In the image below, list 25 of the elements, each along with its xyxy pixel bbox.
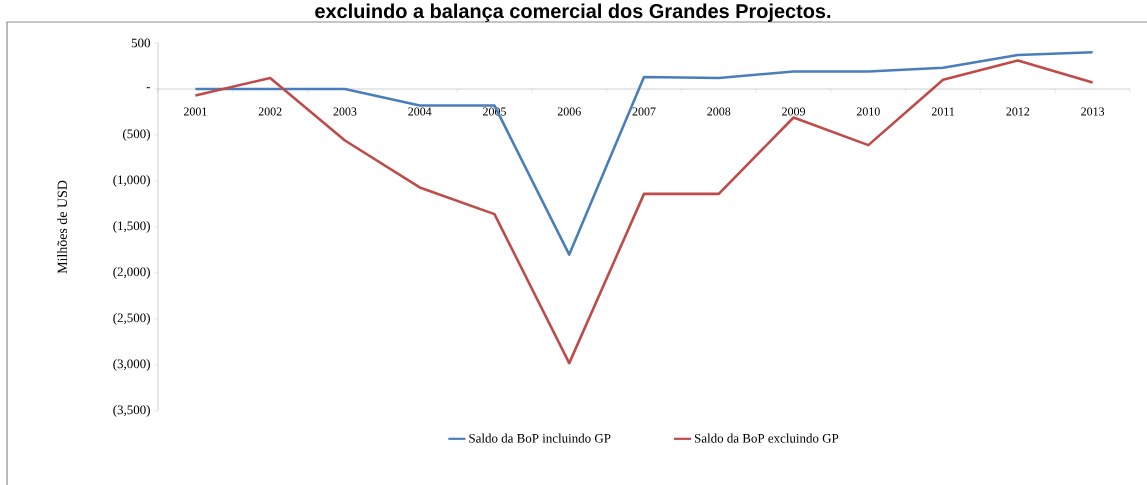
y-tick-label: (1,500) — [113, 221, 150, 233]
x-tick-label: 2012 — [1006, 107, 1030, 116]
x-tick-label: 2013 — [1081, 107, 1105, 116]
y-tick-label: (1,000) — [113, 175, 150, 187]
y-tick-label: (500) — [123, 129, 150, 141]
x-tick-label: 2006 — [557, 107, 581, 116]
x-tick-label: 2002 — [258, 107, 282, 116]
x-tick-label: 2009 — [782, 107, 806, 116]
x-tick-label: 2011 — [931, 107, 955, 116]
y-tick-label: (2,500) — [113, 313, 150, 325]
x-tick-label: 2008 — [707, 107, 731, 116]
y-tick-label: 500 — [131, 38, 151, 48]
x-tick-label: 2003 — [333, 107, 357, 116]
x-tick-label: 2001 — [183, 107, 207, 116]
y-tick-label: (3,000) — [113, 359, 150, 371]
y-tick-label: (2,000) — [113, 267, 150, 279]
chart-title: excluindo a balança comercial dos Grandes Projectos. — [315, 3, 831, 23]
x-tick-label: 2007 — [632, 107, 656, 116]
x-tick-label: 2004 — [408, 107, 432, 116]
x-tick-label: 2010 — [856, 107, 880, 116]
y-tick-label: (3,500) — [113, 405, 150, 417]
y-tick-label: - — [146, 87, 151, 89]
y-axis-title: Milhões de USD — [57, 180, 68, 274]
legend-label: Saldo da BoP incluindo GP — [469, 433, 611, 443]
legend-label: Saldo da BoP excluindo GP — [694, 433, 839, 443]
